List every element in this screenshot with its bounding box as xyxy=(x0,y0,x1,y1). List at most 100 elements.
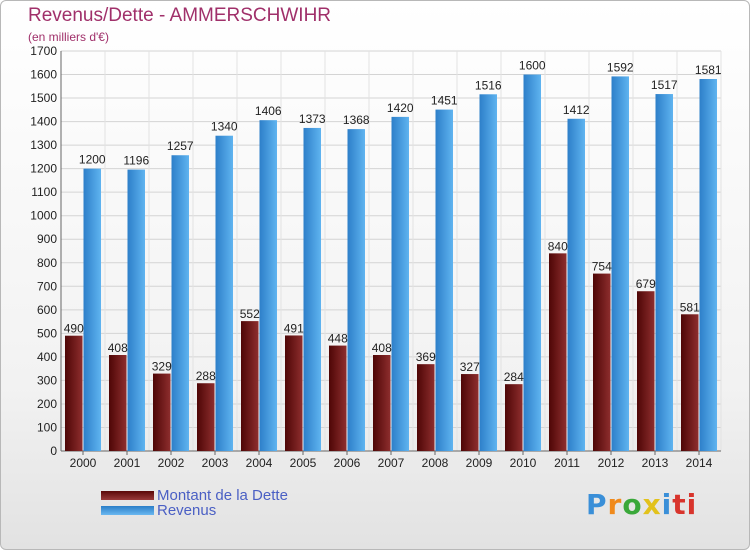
data-label-dette-2013: 679 xyxy=(636,277,656,291)
data-label-dette-2008: 369 xyxy=(416,350,436,364)
bar-dette-2001 xyxy=(109,355,127,451)
bar-revenus-2001 xyxy=(127,169,145,451)
y-tick-label: 100 xyxy=(37,420,57,434)
bar-dette-2003 xyxy=(197,383,215,451)
bar-dette-2005 xyxy=(285,335,303,451)
data-label-dette-2005: 491 xyxy=(284,321,304,335)
bar-layer xyxy=(65,74,717,452)
chart-title: Revenus/Dette - AMMERSCHWIHR xyxy=(28,5,332,26)
y-tick-label: 1000 xyxy=(30,209,57,223)
bar-revenus-2004 xyxy=(259,120,277,452)
bar-revenus-2003 xyxy=(215,135,233,452)
y-tick-label: 1300 xyxy=(30,138,57,152)
bar-revenus-2010 xyxy=(523,74,541,451)
bar-revenus-2000 xyxy=(83,168,101,451)
label-layer: 490 1200 408 1196 329 1257 288 1340 552 1406 491 13… xyxy=(64,59,722,385)
x-tick-label-2002: 2002 xyxy=(158,456,185,470)
y-tick-label: 300 xyxy=(37,373,57,387)
data-label-dette-2006: 448 xyxy=(328,332,348,346)
bar-revenus-2014 xyxy=(699,79,717,451)
data-label-dette-2010: 284 xyxy=(504,370,524,384)
x-tick-label-2000: 2000 xyxy=(70,456,97,470)
bar-revenus-2002 xyxy=(171,155,189,451)
y-tick-label: 1600 xyxy=(30,68,57,82)
y-tick-label: 900 xyxy=(37,232,57,246)
data-label-dette-2001: 408 xyxy=(108,341,128,355)
x-tick-label-2009: 2009 xyxy=(466,456,493,470)
grid-layer xyxy=(60,50,722,452)
bar-dette-2009 xyxy=(461,374,479,451)
data-label-revenus-2008: 1451 xyxy=(431,94,458,108)
proxiti-logo: Proxiti xyxy=(586,488,698,521)
x-tick-label-2006: 2006 xyxy=(334,456,361,470)
legend-swatch-dette xyxy=(101,491,154,500)
y-tick-label: 0 xyxy=(50,444,57,458)
data-label-dette-2003: 288 xyxy=(196,369,216,383)
data-label-dette-2000: 490 xyxy=(64,322,84,336)
y-tick-label: 200 xyxy=(37,397,57,411)
bar-dette-2004 xyxy=(241,321,259,451)
data-label-dette-2009: 327 xyxy=(460,360,480,374)
bar-revenus-2009 xyxy=(479,94,497,451)
bar-revenus-2008 xyxy=(435,109,453,452)
y-tick-label: 600 xyxy=(37,303,57,317)
data-label-revenus-2014: 1581 xyxy=(695,63,722,77)
bar-dette-2012 xyxy=(593,273,611,451)
legend-label-dette: Montant de la Dette xyxy=(157,487,288,504)
data-label-revenus-2000: 1200 xyxy=(79,153,106,167)
y-tick-label: 400 xyxy=(37,350,57,364)
bar-revenus-2013 xyxy=(655,94,673,451)
data-label-dette-2004: 552 xyxy=(240,307,260,321)
y-tick-label: 1700 xyxy=(30,44,57,58)
data-label-revenus-2012: 1592 xyxy=(607,60,634,74)
data-label-revenus-2002: 1257 xyxy=(167,139,194,153)
legend-label-revenus: Revenus xyxy=(157,502,217,519)
data-label-dette-2011: 840 xyxy=(548,239,568,253)
data-label-dette-2002: 329 xyxy=(152,360,172,374)
x-tick-label-2008: 2008 xyxy=(422,456,449,470)
data-label-revenus-2004: 1406 xyxy=(255,104,282,118)
data-label-dette-2007: 408 xyxy=(372,341,392,355)
axis-layer: 0 100 200 300 400 500 600 700 800 900 1000 1100 1200… xyxy=(30,44,721,470)
y-tick-label: 1500 xyxy=(30,91,57,105)
x-tick-label-2001: 2001 xyxy=(114,456,141,470)
bar-revenus-2012 xyxy=(611,76,629,451)
bar-dette-2006 xyxy=(329,345,347,451)
x-tick-label-2010: 2010 xyxy=(510,456,537,470)
x-tick-label-2011: 2011 xyxy=(554,456,580,470)
bar-dette-2008 xyxy=(417,364,435,451)
bar-revenus-2006 xyxy=(347,129,365,451)
bar-revenus-2005 xyxy=(303,127,321,452)
x-tick-label-2007: 2007 xyxy=(378,456,405,470)
y-tick-label: 1400 xyxy=(30,115,57,129)
y-tick-label: 500 xyxy=(37,326,57,340)
data-label-revenus-2013: 1517 xyxy=(651,78,678,92)
data-label-revenus-2011: 1412 xyxy=(563,103,590,117)
bar-dette-2007 xyxy=(373,355,391,451)
data-label-revenus-2007: 1420 xyxy=(387,101,414,115)
x-tick-label-2014: 2014 xyxy=(686,456,713,470)
bar-revenus-2011 xyxy=(567,118,585,451)
x-tick-label-2003: 2003 xyxy=(202,456,229,470)
data-label-revenus-2005: 1373 xyxy=(299,112,326,126)
bar-dette-2000 xyxy=(65,335,83,451)
bar-dette-2013 xyxy=(637,291,655,451)
bar-dette-2002 xyxy=(153,373,171,451)
bar-dette-2011 xyxy=(549,253,567,451)
data-label-dette-2014: 581 xyxy=(680,300,700,314)
x-tick-label-2005: 2005 xyxy=(290,456,317,470)
chart-unit-label: (en milliers d'€) xyxy=(28,30,109,44)
y-tick-label: 800 xyxy=(37,256,57,270)
data-label-revenus-2006: 1368 xyxy=(343,113,370,127)
bar-revenus-2007 xyxy=(391,116,409,451)
data-label-revenus-2001: 1196 xyxy=(123,154,149,168)
data-label-revenus-2009: 1516 xyxy=(475,78,502,92)
data-label-revenus-2003: 1340 xyxy=(211,120,238,134)
y-tick-label: 1100 xyxy=(31,185,57,199)
y-tick-label: 700 xyxy=(37,279,57,293)
y-tick-label: 1200 xyxy=(30,162,57,176)
data-label-dette-2012: 754 xyxy=(592,260,612,274)
bar-dette-2014 xyxy=(681,314,699,451)
x-tick-label-2004: 2004 xyxy=(246,456,273,470)
